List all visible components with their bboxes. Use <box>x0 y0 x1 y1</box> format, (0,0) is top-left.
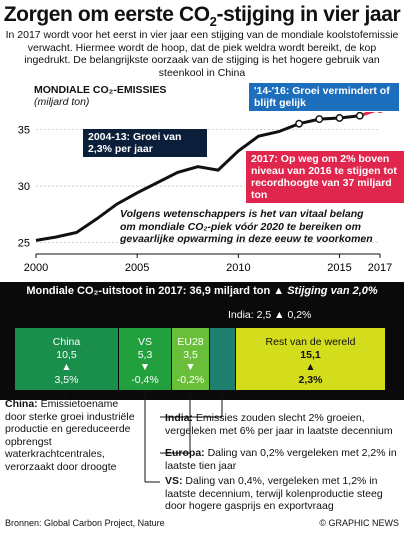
segment-value: 3,5 <box>183 348 198 361</box>
arrow-down-icon: ▼ <box>139 361 151 374</box>
y-tick-label: 30 <box>18 181 30 193</box>
footnote-us: VS: Daling van 0,4%, vergeleken met 1,2%… <box>165 475 383 513</box>
page-title: Zorgen om eerste CO2-stijging in vier ja… <box>3 3 401 30</box>
segment-change: -0,2% <box>176 373 205 386</box>
data-point <box>355 111 364 120</box>
segment-name: VS <box>137 336 152 348</box>
series-line <box>35 114 360 242</box>
x-tick-label: 2000 <box>24 262 48 274</box>
segment-china: China 10,5 ▲ 3,5% <box>15 328 118 390</box>
footnote-europe: Europa: Daling van 0,2% vergeleken met 2… <box>165 447 397 472</box>
data-point <box>315 115 324 124</box>
segment-name: Rest van de wereld <box>265 336 356 348</box>
source-credit: Bronnen: Global Carbon Project, Nature <box>5 518 165 528</box>
india-callout: India: 2,5 ▲ 0,2% <box>228 309 312 321</box>
segment-change: -0,4% <box>131 373 159 386</box>
arrow-up-icon: ▲ <box>305 361 316 374</box>
segment-name: China <box>52 336 81 348</box>
x-tick-label: 2015 <box>327 262 351 274</box>
segment-us: VS 5,3 ▼ -0,4% <box>119 328 171 390</box>
segment-value: 10,5 <box>56 348 77 361</box>
data-point <box>295 119 304 128</box>
segment-rest-of-world: Rest van de wereld 15,1 ▲ 2,3% <box>236 328 385 390</box>
footnote-china: China: Emissietoename door sterke groei … <box>5 398 135 473</box>
x-tick-label: 2005 <box>125 262 149 274</box>
segment-value: 5,3 <box>137 348 153 361</box>
segment-india <box>210 328 235 390</box>
segment-name: EU28 <box>177 336 204 348</box>
segment-eu28: EU28 3,5 ▼ -0,2% <box>172 328 209 390</box>
data-point <box>335 114 344 122</box>
segment-change: 2,3% <box>298 373 323 386</box>
segment-value: 15,1 <box>300 348 321 361</box>
y-tick-label: 25 <box>18 238 30 250</box>
footnote-india: India: Emissies zouden slecht 2% groeien… <box>165 412 393 437</box>
connector-lines <box>65 390 223 483</box>
arrow-down-icon: ▼ <box>185 361 196 374</box>
annotation-2017: 2017: Op weg om 2% boven niveau van 2016… <box>245 150 404 204</box>
scientist-note: Volgens wetenschappers is het van vitaal… <box>120 208 373 246</box>
annotation-2004-2013: 2004-13: Groei van 2,3% per jaar <box>82 128 208 158</box>
arrow-up-icon: ▲ <box>61 361 72 374</box>
segment-change: 3,5% <box>54 373 79 386</box>
panel-title: Mondiale CO₂-uitstoot in 2017: 36,9 milj… <box>26 285 378 297</box>
x-tick-label: 2017 <box>368 262 392 274</box>
copyright: © GRAPHIC NEWS <box>319 518 399 528</box>
intro-text: In 2017 wordt voor het eerst in vier jaa… <box>5 29 399 79</box>
annotation-2014-2016: '14-'16: Groei vermindert of blijft geli… <box>248 82 400 112</box>
y-tick-label: 35 <box>18 124 30 136</box>
chart-axis-label: MONDIALE CO₂-EMISSIES (miljard ton) <box>34 84 167 108</box>
x-tick-label: 2010 <box>226 262 250 274</box>
